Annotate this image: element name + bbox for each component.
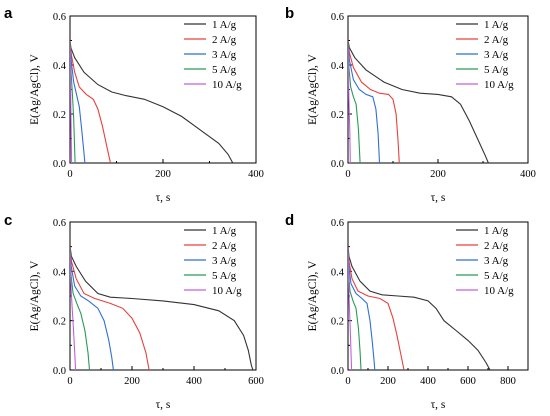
y-tick-label: 0.4 [331, 267, 345, 278]
legend-entry: 2 A/g [484, 240, 509, 252]
legend-entry: 3 A/g [212, 49, 237, 61]
legend-entry: 1 A/g [484, 225, 509, 237]
y-tick-label: 0.0 [53, 366, 66, 377]
x-tick-label: 0 [67, 169, 72, 180]
legend-entry: 10 A/g [212, 285, 242, 297]
x-tick-label: 0 [345, 169, 350, 180]
series-line-2A-g [70, 246, 150, 370]
y-tick-label: 0.0 [331, 366, 344, 377]
legend-entry: 10 A/g [484, 285, 514, 297]
series-line-10A-g [348, 47, 351, 163]
y-tick-label: 0.4 [331, 61, 345, 72]
x-axis-label: τ, s [156, 192, 171, 204]
y-tick-label: 0.6 [331, 218, 344, 229]
series-line-3A-g [348, 249, 376, 370]
series-line-1A-g [348, 40, 489, 163]
legend-entry: 5 A/g [212, 64, 237, 76]
series-line-3A-g [348, 42, 381, 163]
series-line-3A-g [70, 249, 114, 370]
legend-entry: 5 A/g [484, 64, 509, 76]
legend-entry: 10 A/g [212, 79, 242, 91]
legend-entry: 2 A/g [484, 34, 509, 46]
legend-entry: 3 A/g [484, 49, 509, 61]
y-tick-label: 0.6 [53, 12, 66, 23]
series-line-1A-g [70, 40, 234, 163]
series-line-5A-g [70, 251, 91, 370]
x-tick-label: 400 [186, 376, 202, 387]
x-tick-label: 0 [67, 376, 72, 387]
panel-letter: a [4, 5, 13, 22]
series-line-10A-g [348, 254, 353, 370]
y-tick-label: 0.2 [331, 317, 344, 328]
x-axis-label: τ, s [156, 399, 171, 411]
x-tick-label: 400 [520, 169, 536, 180]
legend-entry: 5 A/g [484, 270, 509, 282]
y-tick-label: 0.2 [331, 110, 344, 121]
x-tick-label: 200 [380, 376, 396, 387]
legend-entry: 1 A/g [212, 19, 237, 31]
y-tick-label: 0.2 [53, 110, 66, 121]
y-axis-label: E(Ag/AgCl), V [29, 260, 41, 331]
y-tick-label: 0.4 [53, 61, 67, 72]
y-axis-label: E(Ag/AgCl), V [29, 53, 41, 124]
x-tick-label: 200 [124, 376, 140, 387]
legend-entry: 5 A/g [212, 270, 237, 282]
x-axis-label: τ, s [431, 399, 446, 411]
y-tick-label: 0.6 [331, 12, 344, 23]
y-axis-label: E(Ag/AgCl), V [307, 260, 319, 331]
legend-entry: 10 A/g [484, 79, 514, 91]
series-line-10A-g [70, 254, 77, 370]
x-axis-label: τ, s [431, 192, 446, 204]
series-line-2A-g [70, 40, 112, 163]
series-line-10A-g [70, 47, 73, 163]
chart-panel-c: c 0 200 400 600 0.0 0.2 0.4 0.6 τ, s E(Ag/AgCl), V… [4, 212, 264, 411]
x-tick-label: 600 [460, 376, 476, 387]
series-line-3A-g [70, 42, 86, 163]
legend-entry: 1 A/g [212, 225, 237, 237]
legend-entry: 1 A/g [484, 19, 509, 31]
legend-entry: 3 A/g [212, 255, 237, 267]
chart-panel-b: b 0 200 400 0.0 0.2 0.4 0.6 τ, s E(Ag/AgCl), V 1 A… [285, 5, 536, 204]
legend-entry: 2 A/g [212, 240, 237, 252]
y-tick-label: 0.6 [53, 218, 66, 229]
panel-letter: b [285, 5, 294, 22]
x-tick-label: 800 [500, 376, 516, 387]
y-tick-label: 0.2 [53, 317, 66, 328]
legend-entry: 3 A/g [484, 255, 509, 267]
y-tick-label: 0.0 [331, 159, 344, 170]
chart-panel-a: a 0 200 400 0.0 0.2 0.4 0.6 τ, s E(Ag/AgCl), V 1 A… [4, 5, 264, 204]
y-tick-label: 0.0 [53, 159, 66, 170]
chart-panel-d: d 0 200 400 600 800 0.0 0.2 0.4 0.6 τ, s E(Ag/AgCl)… [285, 212, 529, 411]
y-tick-label: 0.4 [53, 267, 67, 278]
x-tick-label: 200 [430, 169, 446, 180]
series-line-2A-g [348, 40, 400, 163]
y-axis-label: E(Ag/AgCl), V [307, 53, 319, 124]
x-tick-label: 200 [155, 169, 171, 180]
series-line-1A-g [70, 246, 254, 370]
panel-letter: c [4, 212, 12, 229]
x-tick-label: 400 [420, 376, 436, 387]
panel-letter: d [285, 212, 294, 229]
series-line-5A-g [348, 45, 361, 163]
x-tick-label: 600 [248, 376, 264, 387]
x-tick-label: 0 [345, 376, 350, 387]
series-line-2A-g [348, 246, 405, 370]
legend-entry: 2 A/g [212, 34, 237, 46]
series-line-1A-g [348, 246, 491, 370]
x-tick-label: 400 [248, 169, 264, 180]
